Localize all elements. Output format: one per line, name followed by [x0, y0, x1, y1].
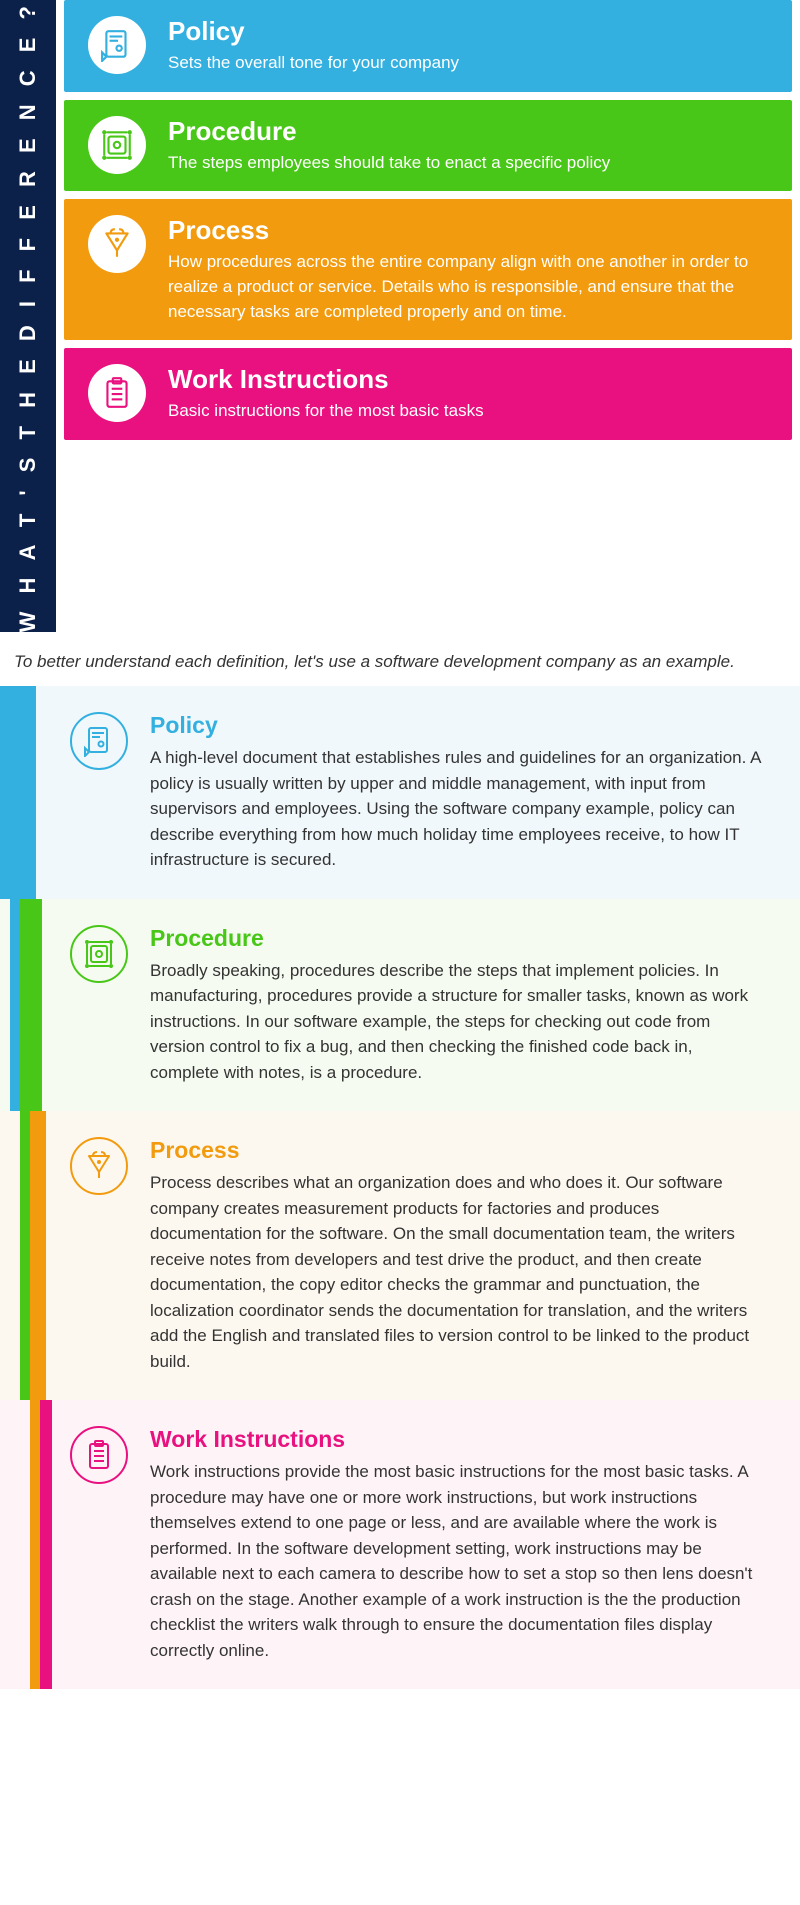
- card-desc: Basic instructions for the most basic ta…: [168, 399, 484, 424]
- card-procedure: Procedure The steps employees should tak…: [64, 100, 792, 192]
- card-desc: How procedures across the entire company…: [168, 250, 768, 324]
- accent-bar: [30, 1400, 40, 1689]
- card-work: Work Instructions Basic instructions for…: [64, 348, 792, 440]
- funnel-icon: [88, 215, 146, 273]
- accent-bar: [30, 1111, 46, 1400]
- clipboard-icon: [88, 364, 146, 422]
- detail-body: Process describes what an organization d…: [150, 1170, 764, 1374]
- detail-policy: Policy A high-level document that establ…: [0, 686, 800, 899]
- detail-title: Policy: [150, 712, 764, 739]
- accent-bar: [20, 899, 42, 1112]
- card-title: Procedure: [168, 116, 610, 147]
- detail-procedure: Procedure Broadly speaking, procedures d…: [0, 899, 800, 1112]
- document-icon: [70, 712, 128, 770]
- detail-process: Process Process describes what an organi…: [0, 1111, 800, 1400]
- sidebar-title: W H A T ' S T H E D I F F E R E N C E ?: [15, 0, 41, 632]
- clipboard-icon: [70, 1426, 128, 1484]
- gear-icon: [88, 116, 146, 174]
- accent-bar: [40, 1400, 52, 1689]
- card-policy: Policy Sets the overall tone for your co…: [64, 0, 792, 92]
- funnel-icon: [70, 1137, 128, 1195]
- accent-bar: [10, 899, 20, 1112]
- summary-cards: Policy Sets the overall tone for your co…: [64, 0, 800, 632]
- card-process: Process How procedures across the entire…: [64, 199, 792, 340]
- card-title: Work Instructions: [168, 364, 484, 395]
- top-section: W H A T ' S T H E D I F F E R E N C E ? …: [0, 0, 800, 632]
- accent-bar: [0, 686, 36, 899]
- card-desc: Sets the overall tone for your company: [168, 51, 459, 76]
- accent-bar: [20, 1111, 30, 1400]
- detail-title: Process: [150, 1137, 764, 1164]
- detail-body: Broadly speaking, procedures describe th…: [150, 958, 764, 1086]
- gear-icon: [70, 925, 128, 983]
- detail-title: Procedure: [150, 925, 764, 952]
- card-title: Policy: [168, 16, 459, 47]
- detail-title: Work Instructions: [150, 1426, 764, 1453]
- card-desc: The steps employees should take to enact…: [168, 151, 610, 176]
- document-icon: [88, 16, 146, 74]
- intro-text: To better understand each definition, le…: [0, 632, 800, 686]
- detail-body: A high-level document that establishes r…: [150, 745, 764, 873]
- detail-body: Work instructions provide the most basic…: [150, 1459, 764, 1663]
- detail-work: Work Instructions Work instructions prov…: [0, 1400, 800, 1689]
- sidebar: W H A T ' S T H E D I F F E R E N C E ?: [0, 0, 56, 632]
- card-title: Process: [168, 215, 768, 246]
